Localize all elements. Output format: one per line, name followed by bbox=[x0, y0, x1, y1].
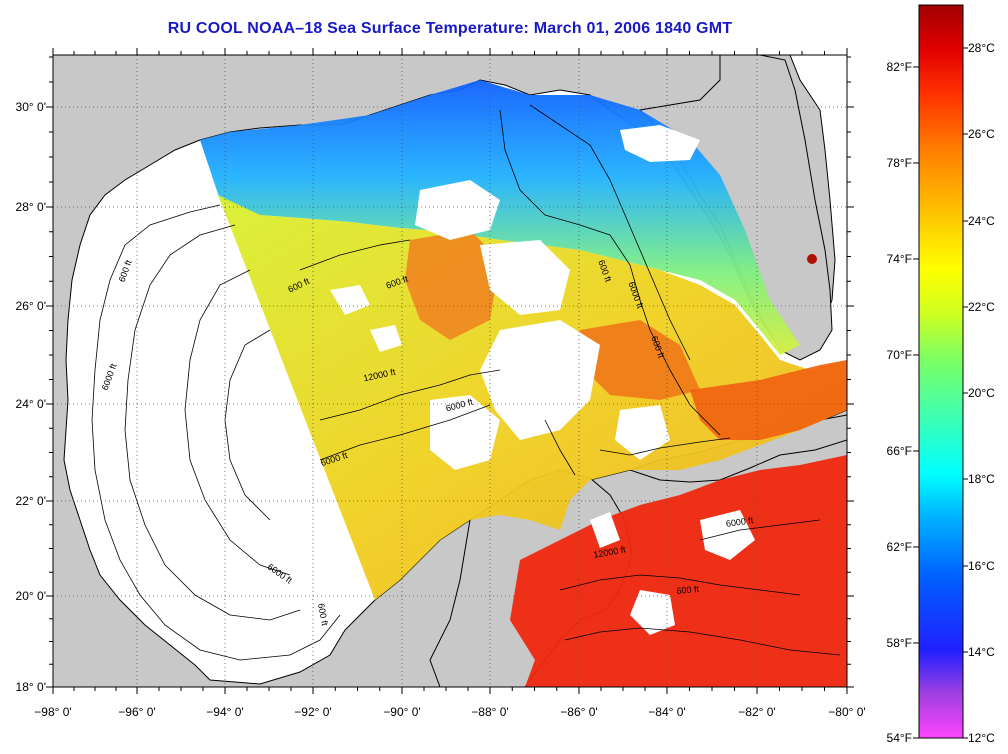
celsius-label: 16°C bbox=[968, 559, 995, 573]
celsius-label: 14°C bbox=[968, 645, 995, 659]
fahrenheit-labels: 82°F 78°F 74°F 70°F 66°F 62°F 58°F 54°F bbox=[887, 60, 912, 745]
axis-ticks bbox=[46, 47, 968, 739]
celsius-label: 26°C bbox=[968, 127, 995, 141]
celsius-label: 24°C bbox=[968, 214, 995, 228]
contour-label: 6000 ft bbox=[725, 515, 754, 529]
map-frame bbox=[52, 54, 848, 688]
colorbar bbox=[918, 4, 964, 739]
latitude-label: 18° 0' bbox=[16, 680, 46, 694]
latitude-label: 24° 0' bbox=[16, 397, 46, 411]
celsius-labels: 28°C 26°C 24°C 22°C 20°C 18°C 16°C 14°C 12°C bbox=[968, 41, 995, 745]
sst-orange-patch-3 bbox=[690, 360, 847, 440]
sst-caribbean-red bbox=[510, 455, 847, 687]
longitude-label: −86° 0' bbox=[560, 705, 597, 719]
longitude-label: −84° 0' bbox=[648, 705, 685, 719]
fahrenheit-label: 82°F bbox=[887, 60, 912, 74]
latitude-label: 20° 0' bbox=[16, 589, 46, 603]
fahrenheit-label: 66°F bbox=[887, 444, 912, 458]
contour-label: 600 ft bbox=[676, 584, 700, 596]
fahrenheit-label: 70°F bbox=[887, 348, 912, 362]
contour-label: 600 ft bbox=[316, 603, 330, 627]
longitude-label: −88° 0' bbox=[471, 705, 508, 719]
celsius-label: 12°C bbox=[968, 731, 995, 745]
celsius-label: 20°C bbox=[968, 386, 995, 400]
longitude-label: −98° 0' bbox=[34, 705, 71, 719]
celsius-label: 22°C bbox=[968, 300, 995, 314]
cloud-patches bbox=[330, 125, 755, 635]
hot-spot bbox=[807, 254, 817, 264]
latitude-label: 30° 0' bbox=[16, 100, 46, 114]
fahrenheit-label: 58°F bbox=[887, 636, 912, 650]
longitude-label: −94° 0' bbox=[206, 705, 243, 719]
longitude-label: −96° 0' bbox=[118, 705, 155, 719]
sst-orange-patch-2 bbox=[580, 320, 700, 400]
celsius-label: 18°C bbox=[968, 472, 995, 486]
longitude-label: −92° 0' bbox=[294, 705, 331, 719]
fahrenheit-label: 54°F bbox=[887, 731, 912, 745]
fahrenheit-label: 74°F bbox=[887, 252, 912, 266]
map-title: RU COOL NOAA–18 Sea Surface Temperature:… bbox=[167, 20, 733, 37]
fahrenheit-label: 78°F bbox=[887, 156, 912, 170]
graticule bbox=[53, 55, 847, 687]
fahrenheit-label: 62°F bbox=[887, 540, 912, 554]
longitude-labels: −98° 0' −96° 0' −94° 0' −92° 0' −90° 0' −88° … bbox=[34, 705, 865, 719]
latitude-labels: 30° 0' 28° 0' 26° 0' 24° 0' 22° 0' 20° 0' 18° … bbox=[16, 100, 46, 694]
latitude-label: 28° 0' bbox=[16, 200, 46, 214]
latitude-label: 22° 0' bbox=[16, 494, 46, 508]
longitude-label: −90° 0' bbox=[383, 705, 420, 719]
latitude-label: 26° 0' bbox=[16, 299, 46, 313]
celsius-label: 28°C bbox=[968, 41, 995, 55]
longitude-label: −82° 0' bbox=[738, 705, 775, 719]
longitude-label: −80° 0' bbox=[828, 705, 865, 719]
sst-orange-patch-1 bbox=[405, 230, 500, 340]
